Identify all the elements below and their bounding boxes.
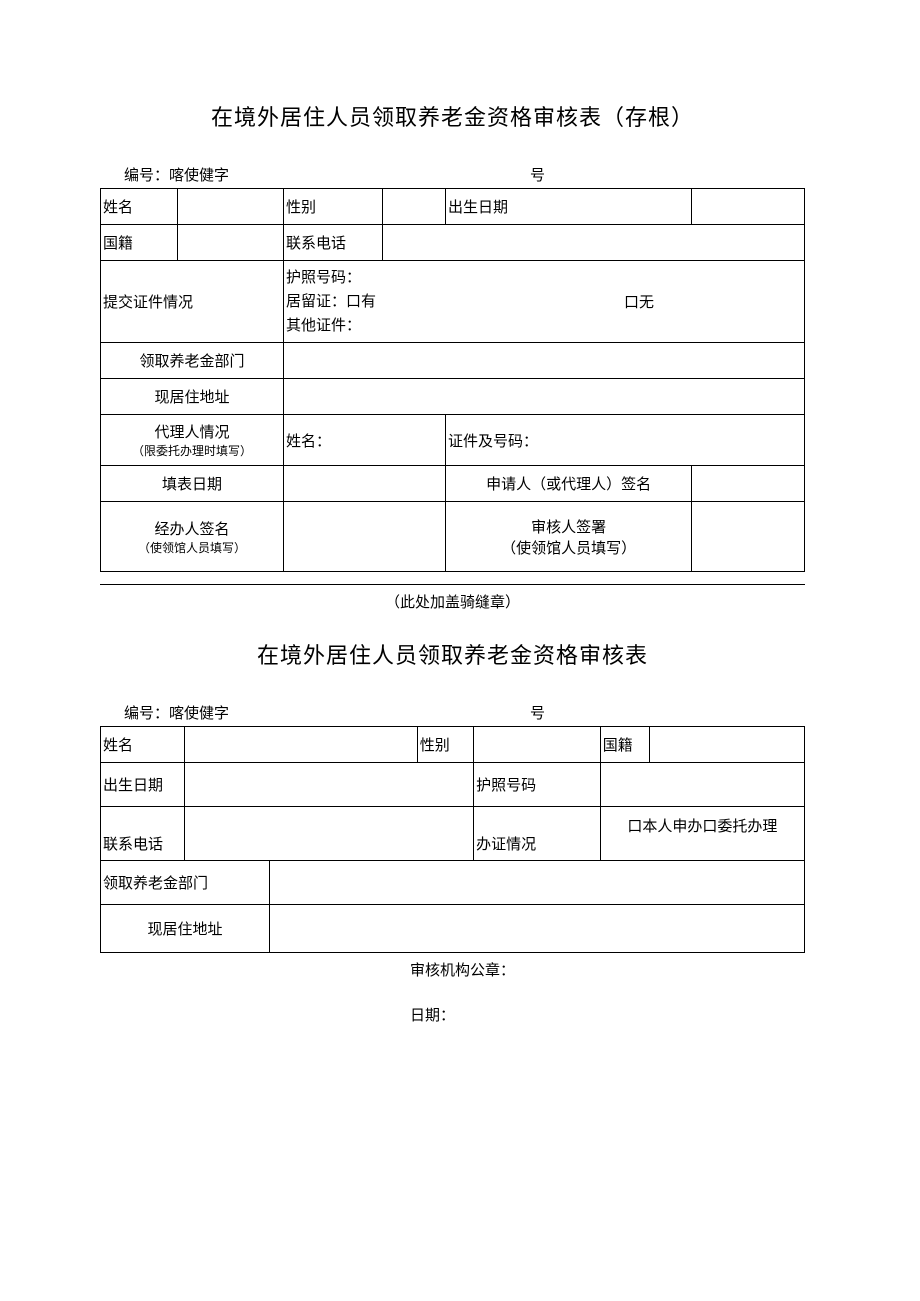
label-handler-sign: 经办人签名 （使领馆人员填写） [101, 502, 284, 572]
footer-stamp-label: 审核机构公章： [410, 959, 805, 980]
field2-nationality[interactable] [650, 727, 805, 763]
label-dob: 出生日期 [445, 189, 691, 225]
label2-passport: 护照号码 [474, 763, 601, 807]
footer-date-label: 日期： [410, 1004, 805, 1025]
form1-serial-prefix: 编号：喀使健字 [124, 164, 229, 185]
label-pension-dept: 领取养老金部门 [101, 343, 284, 379]
field2-name[interactable] [185, 727, 417, 763]
label-applicant-sign: 申请人（或代理人）签名 [445, 466, 691, 502]
label2-gender: 性别 [417, 727, 473, 763]
label-name: 姓名 [101, 189, 178, 225]
label-passport-no: 护照号码： [286, 266, 802, 290]
label-docs-submitted: 提交证件情况 [101, 261, 284, 343]
form2-serial-line: 编号：喀使健字 号 [100, 702, 805, 724]
label-other-docs: 其他证件： [286, 314, 802, 338]
label2-address: 现居住地址 [101, 905, 270, 953]
label-gender: 性别 [284, 189, 383, 225]
field-name[interactable] [178, 189, 284, 225]
label-agent-info: 代理人情况 （限委托办理时填写） [101, 415, 284, 466]
seal-note: （此处加盖骑缝章） [100, 591, 805, 612]
label-residence-permit: 居留证：口有 [286, 290, 802, 314]
form2-serial-suffix: 号 [530, 702, 545, 723]
label2-dob: 出生日期 [101, 763, 185, 807]
field2-passport[interactable] [600, 763, 804, 807]
label2-apply-options: 口本人申办口委托办理 [600, 807, 804, 861]
field-nationality[interactable] [178, 225, 284, 261]
field-handler-sign[interactable] [284, 502, 446, 572]
field-fill-date[interactable] [284, 466, 446, 502]
field-gender[interactable] [382, 189, 445, 225]
label-reviewer-sign: 审核人签署 （使领馆人员填写） [445, 502, 691, 572]
form1-title: 在境外居住人员领取养老金资格审核表（存根） [100, 100, 805, 132]
label2-nationality: 国籍 [600, 727, 649, 763]
label-fill-date: 填表日期 [101, 466, 284, 502]
form2-title: 在境外居住人员领取养老金资格审核表 [100, 638, 805, 670]
field2-pension-dept[interactable] [269, 861, 804, 905]
label-agent-name: 姓名： [284, 415, 446, 466]
form1-serial-suffix: 号 [530, 164, 545, 185]
field-applicant-sign[interactable] [692, 466, 805, 502]
field2-dob[interactable] [185, 763, 474, 807]
field-dob[interactable] [692, 189, 805, 225]
label2-phone: 联系电话 [101, 807, 185, 861]
field-phone[interactable] [382, 225, 804, 261]
label-agent-id: 证件及号码： [445, 415, 804, 466]
form2-table: 姓名 性别 国籍 出生日期 护照号码 联系电话 办证情况 口本人申办口委托办理 … [100, 726, 805, 953]
form1-serial-line: 编号：喀使健字 号 [100, 164, 805, 186]
form1-table: 姓名 性别 出生日期 国籍 联系电话 提交证件情况 护照号码： 居留证：口有 口… [100, 188, 805, 572]
perforation-line [100, 584, 805, 585]
field-pension-dept[interactable] [284, 343, 805, 379]
label-residence-none: 口无 [624, 291, 654, 315]
field-reviewer-sign[interactable] [692, 502, 805, 572]
label-address: 现居住地址 [101, 379, 284, 415]
label-phone: 联系电话 [284, 225, 383, 261]
field2-gender[interactable] [474, 727, 601, 763]
field2-phone[interactable] [185, 807, 474, 861]
label2-apply-status: 办证情况 [474, 807, 601, 861]
label2-pension-dept: 领取养老金部门 [101, 861, 270, 905]
field-address[interactable] [284, 379, 805, 415]
form2-serial-prefix: 编号：喀使健字 [124, 702, 229, 723]
label2-name: 姓名 [101, 727, 185, 763]
label-nationality: 国籍 [101, 225, 178, 261]
field2-address[interactable] [269, 905, 804, 953]
field-docs[interactable]: 护照号码： 居留证：口有 口无 其他证件： [284, 261, 805, 343]
